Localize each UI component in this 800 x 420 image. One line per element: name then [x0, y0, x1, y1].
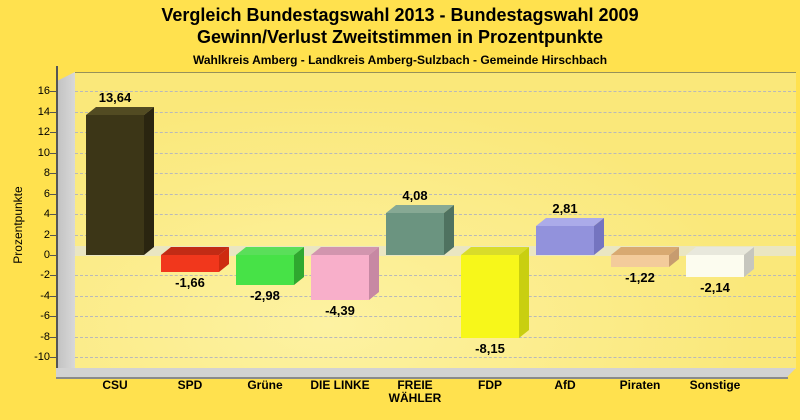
x-axis-label: AfD — [554, 378, 576, 392]
y-axis-line — [56, 66, 58, 370]
y-tick-mark — [50, 275, 57, 276]
y-tick-mark — [50, 153, 57, 154]
bar-value-label: -2,14 — [700, 280, 730, 295]
y-tick-mark — [50, 337, 57, 338]
chart-title-line2: Gewinn/Verlust Zweitstimmen in Prozentpu… — [196, 27, 604, 47]
x-axis-label: DIE LINKE — [310, 378, 370, 392]
y-tick-mark — [50, 91, 57, 92]
y-tick-label: -10 — [34, 351, 50, 363]
y-tick-label: -4 — [40, 290, 50, 302]
y-tick-mark — [50, 255, 57, 256]
y-tick-mark — [50, 214, 57, 215]
bar-value-label: 13,64 — [98, 90, 132, 105]
gridline — [75, 357, 796, 358]
bar-value-label: 4,08 — [402, 188, 428, 203]
bar-spd-top — [161, 247, 229, 255]
x-axis-label: Grüne — [247, 378, 283, 392]
y-tick-label: -2 — [40, 269, 50, 281]
y-tick-mark — [50, 112, 57, 113]
y-tick-label: -8 — [40, 331, 50, 343]
bar-die-linke-top — [311, 247, 379, 255]
y-tick-label: 2 — [43, 229, 50, 241]
bar-spd-front — [161, 255, 219, 272]
x-axis-label: FREIE WÄHLER — [388, 378, 442, 405]
y-tick-mark — [50, 235, 57, 236]
x-axis-label: Piraten — [619, 378, 661, 392]
bar-fdp-side — [519, 247, 529, 338]
bar-value-label: 2,81 — [552, 201, 578, 216]
bar-csu-side — [144, 107, 154, 255]
chart-floor — [56, 368, 796, 377]
bar-spd-side — [219, 247, 229, 272]
y-tick-label: 4 — [43, 208, 50, 220]
y-tick-mark — [50, 316, 57, 317]
bar-grüne-top — [236, 247, 304, 255]
bar-freie-wähler-top — [386, 205, 454, 213]
bar-value-label: -8,15 — [475, 341, 505, 356]
y-tick-label: 10 — [37, 147, 50, 159]
y-tick-mark — [50, 194, 57, 195]
gridline — [75, 296, 796, 297]
left-wall — [57, 72, 75, 368]
bar-fdp-top — [461, 247, 529, 255]
chart-title-line1: Vergleich Bundestagswahl 2013 - Bundesta… — [161, 5, 639, 25]
y-tick-label: 12 — [37, 126, 50, 138]
bar-afd-side — [594, 218, 604, 255]
gridline — [75, 153, 796, 154]
bar-grüne-front — [236, 255, 294, 285]
bar-value-label: -2,98 — [250, 288, 280, 303]
x-axis-label: SPD — [177, 378, 203, 392]
y-tick-label: 8 — [43, 167, 50, 179]
gridline — [75, 173, 796, 174]
bar-piraten-front — [611, 255, 669, 267]
y-tick-label: 16 — [37, 85, 50, 97]
bar-afd-front — [536, 226, 594, 255]
bar-piraten-top — [611, 247, 679, 255]
bar-fdp-front — [461, 255, 519, 338]
gridline — [75, 112, 796, 113]
bar-freie-wähler-front — [386, 213, 444, 255]
gridline — [75, 194, 796, 195]
gridline — [75, 275, 796, 276]
bar-sonstige-front — [686, 255, 744, 277]
bar-csu-top — [86, 107, 154, 115]
y-tick-mark — [50, 132, 57, 133]
bar-die-linke-side — [369, 247, 379, 300]
gridline — [75, 316, 796, 317]
y-tick-label: -6 — [40, 310, 50, 322]
y-tick-label: 14 — [37, 106, 50, 118]
x-axis-label: Sonstige — [689, 378, 741, 392]
y-tick-label: 0 — [43, 249, 50, 261]
y-tick-mark — [50, 173, 57, 174]
bar-sonstige-top — [686, 247, 754, 255]
bar-value-label: -1,22 — [625, 270, 655, 285]
y-tick-label: 6 — [43, 188, 50, 200]
bar-afd-top — [536, 218, 604, 226]
x-axis-label: FDP — [478, 378, 502, 392]
bar-freie-wähler-side — [444, 205, 454, 255]
chart-floor-edge — [56, 377, 788, 379]
bar-grüne-side — [294, 247, 304, 285]
x-axis-label: CSU — [102, 378, 128, 392]
gridline — [75, 91, 796, 92]
bar-sonstige-side — [744, 247, 754, 277]
bar-csu-front — [86, 115, 144, 255]
bar-piraten-side — [669, 247, 679, 267]
bar-value-label: -1,66 — [175, 275, 205, 290]
gridline — [75, 132, 796, 133]
y-tick-mark — [50, 357, 57, 358]
y-tick-mark — [50, 296, 57, 297]
chart-region-subtitle: Wahlkreis Amberg - Landkreis Amberg-Sulz… — [192, 53, 608, 67]
gridline — [75, 337, 796, 338]
bar-value-label: -4,39 — [325, 303, 355, 318]
bar-die-linke-front — [311, 255, 369, 300]
